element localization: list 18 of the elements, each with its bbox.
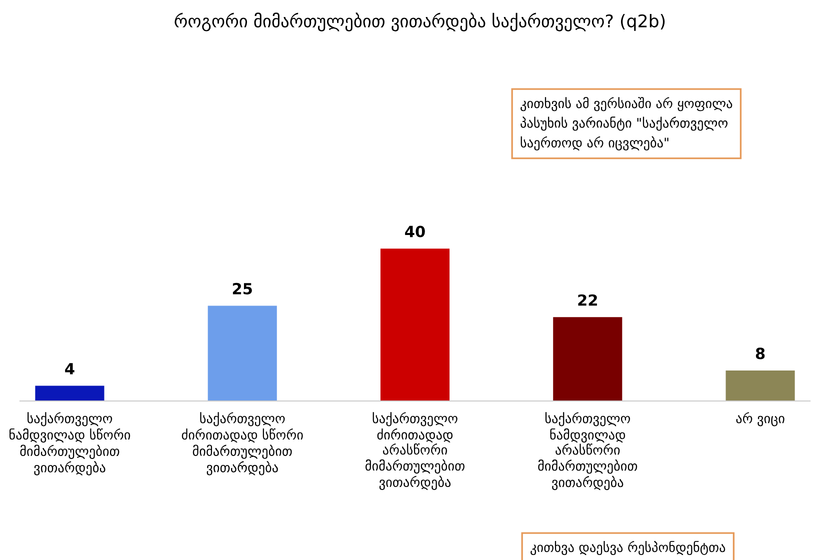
bar xyxy=(726,370,795,401)
x-tick-label: საქართველო ძირითადად არასწორი მიმართულებით ვითარდება xyxy=(366,412,464,490)
x-tick-label: საქართველო ძირითადად სწორი მიმართულებით ვითარდება xyxy=(182,412,303,476)
bar xyxy=(553,317,622,401)
bar xyxy=(35,386,104,401)
x-tick-label: არ ვიცი xyxy=(736,412,784,426)
x-tick-label: საქართველო ნამდვილად არასწორი მიმართულებით ვითარდება xyxy=(538,412,638,490)
bar xyxy=(208,306,277,401)
data-label: 4 xyxy=(65,363,74,374)
data-label: 40 xyxy=(405,226,425,238)
data-label: 8 xyxy=(756,348,765,360)
data-label: 22 xyxy=(578,294,597,306)
chart-title: როგორი მიმართულებით ვითარდება საქართველო? (q2b) xyxy=(174,12,665,32)
text: კითხვა დაესვა რესპონდენტთა xyxy=(530,540,726,556)
text: კითხვის ამ ვერსიაში არ ყოფილა პასუხის ვარიანტი "საქართველო საერთოდ არ იცვლება" xyxy=(520,97,732,150)
bar xyxy=(380,248,450,401)
x-tick-label: საქართველო ნამდვილად სწორი მიმართულებით ვითარდება xyxy=(10,412,130,476)
data-label: 25 xyxy=(232,282,252,294)
